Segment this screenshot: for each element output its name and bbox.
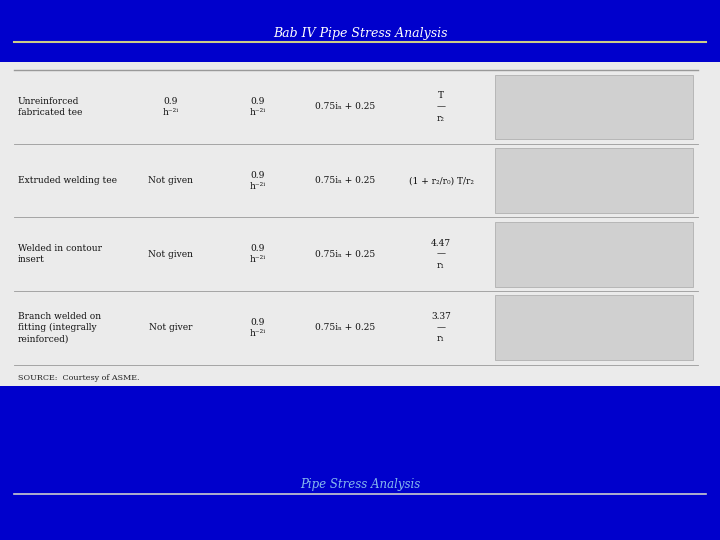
Text: Not given: Not given [148, 176, 194, 185]
Text: Unreinforced
fabricated tee: Unreinforced fabricated tee [18, 97, 82, 117]
FancyBboxPatch shape [495, 222, 693, 287]
Text: 0.9
h⁻²ⁱ: 0.9 h⁻²ⁱ [249, 244, 266, 264]
FancyBboxPatch shape [495, 148, 693, 213]
Text: Pipe Stress Analysis: Pipe Stress Analysis [300, 478, 420, 491]
Text: T
—
r₂: T — r₂ [436, 91, 446, 123]
FancyBboxPatch shape [495, 295, 693, 360]
Text: 0.9
h⁻²ⁱ: 0.9 h⁻²ⁱ [249, 97, 266, 117]
Text: 0.9
h⁻²ⁱ: 0.9 h⁻²ⁱ [163, 97, 179, 117]
FancyBboxPatch shape [495, 75, 693, 139]
Text: Not giver: Not giver [149, 323, 193, 332]
Text: 3.37
—
r₁: 3.37 — r₁ [431, 312, 451, 343]
Text: 0.75iₙ + 0.25: 0.75iₙ + 0.25 [315, 103, 376, 111]
Text: 0.75iₙ + 0.25: 0.75iₙ + 0.25 [315, 176, 376, 185]
Text: 0.75iₙ + 0.25: 0.75iₙ + 0.25 [315, 323, 376, 332]
Text: 0.9
h⁻²ⁱ: 0.9 h⁻²ⁱ [249, 318, 266, 338]
Text: Branch welded on
fitting (integrally
reinforced): Branch welded on fitting (integrally rei… [18, 312, 101, 343]
Text: Extruded welding tee: Extruded welding tee [18, 176, 117, 185]
Text: SOURCE:  Courtesy of ASME.: SOURCE: Courtesy of ASME. [18, 374, 140, 382]
FancyBboxPatch shape [0, 62, 720, 386]
Text: Welded in contour
insert: Welded in contour insert [18, 244, 102, 264]
Text: Bab IV Pipe Stress Analysis: Bab IV Pipe Stress Analysis [273, 27, 447, 40]
Text: Not given: Not given [148, 249, 194, 259]
Text: (1 + r₂/r₀) T/r₂: (1 + r₂/r₀) T/r₂ [408, 176, 474, 185]
Text: 4.47
—
r₁: 4.47 — r₁ [431, 239, 451, 270]
Text: 0.75iₙ + 0.25: 0.75iₙ + 0.25 [315, 249, 376, 259]
Text: 0.9
h⁻²ⁱ: 0.9 h⁻²ⁱ [249, 171, 266, 191]
